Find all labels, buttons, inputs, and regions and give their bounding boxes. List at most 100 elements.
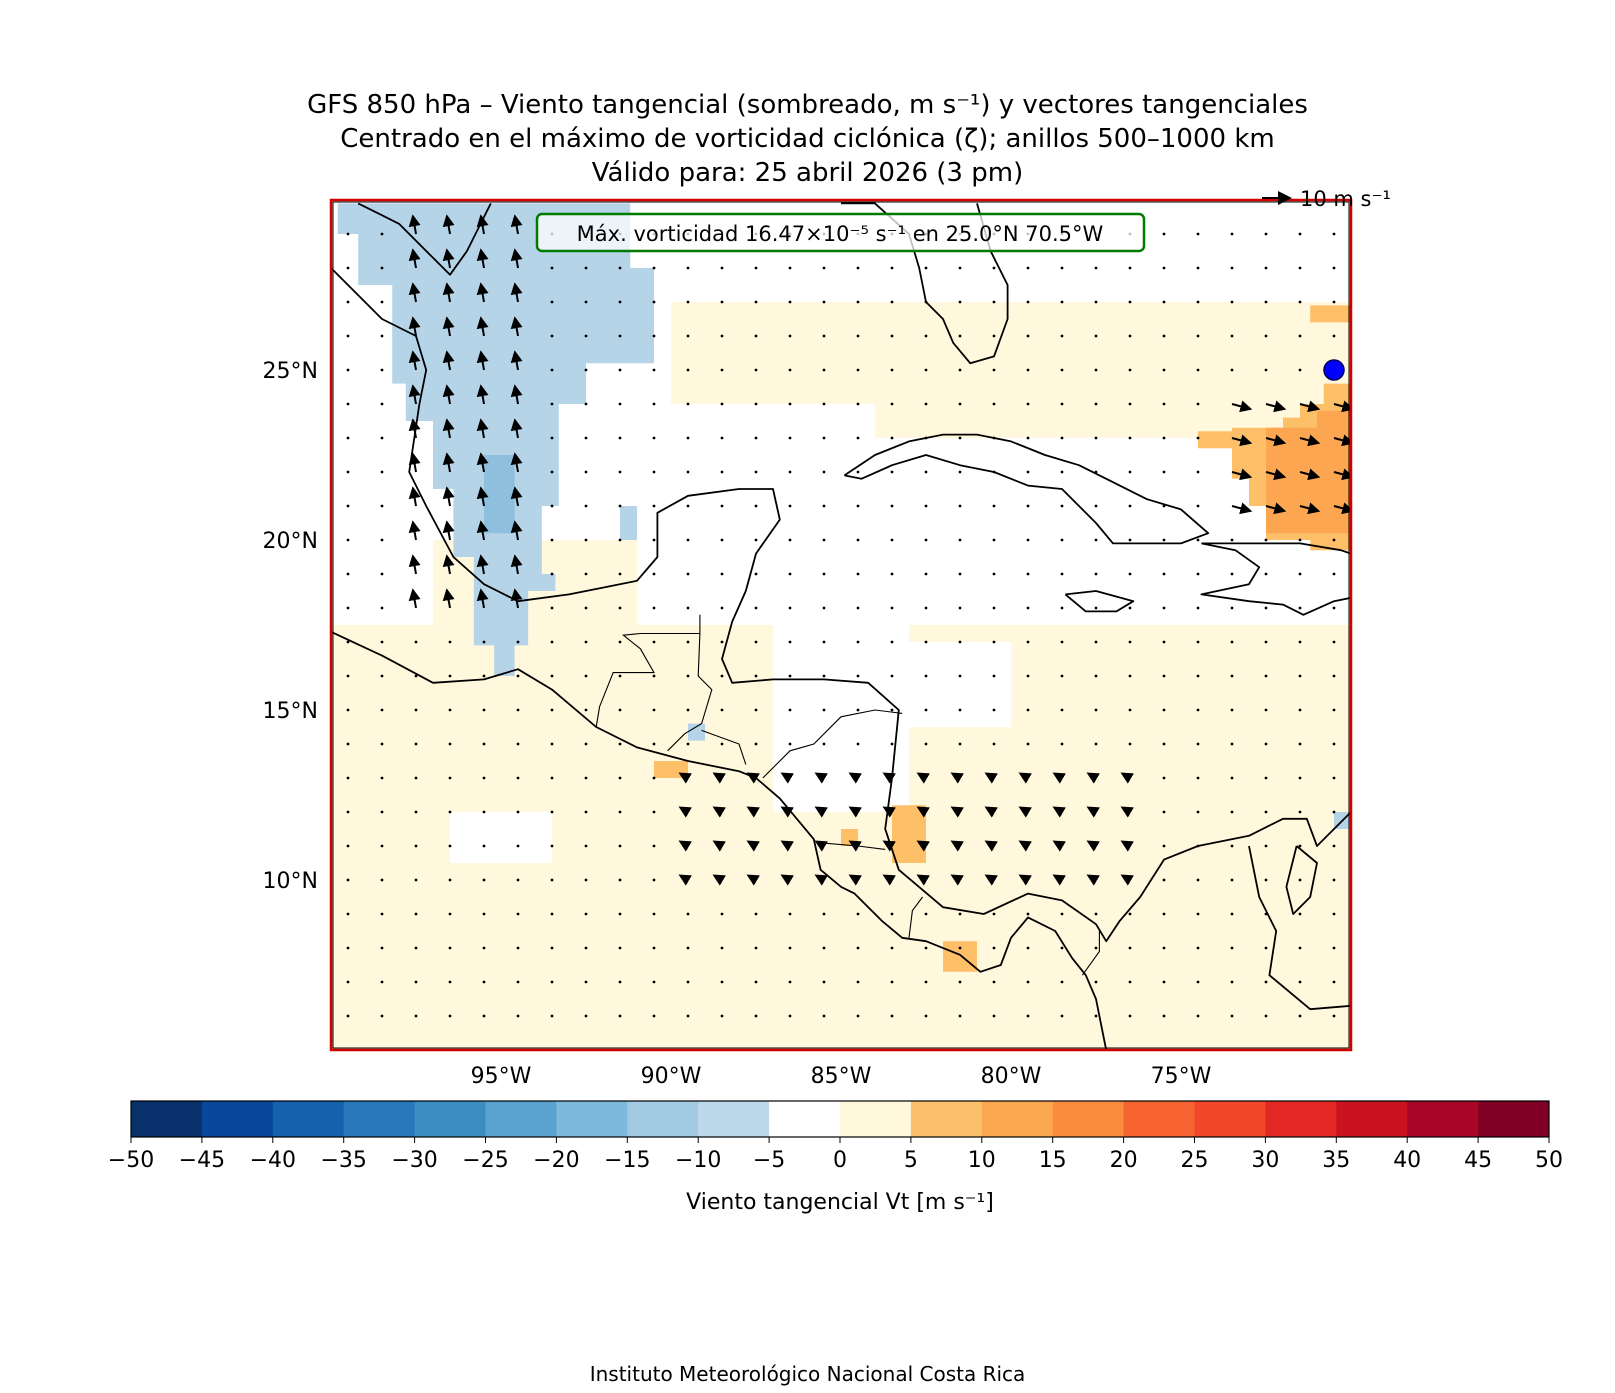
- wind-vector-dot: [924, 334, 928, 338]
- footer-credit: Instituto Meteorológico Nacional Costa R…: [589, 1362, 1026, 1386]
- wind-vector-dot: [380, 266, 384, 270]
- wind-vector-dot: [1230, 640, 1234, 644]
- colorbar-tick-label: 40: [1393, 1148, 1421, 1173]
- wind-vector-dot: [1298, 810, 1302, 814]
- wind-vector-dot: [686, 402, 690, 406]
- border-nicaragua-costarica: [817, 842, 886, 850]
- wind-vector-dot: [1264, 334, 1268, 338]
- wind-vector-dot: [720, 368, 724, 372]
- colorbar-swatch: [981, 1101, 1054, 1137]
- wind-vector-dot: [822, 266, 826, 270]
- wind-vector-dot: [1298, 912, 1302, 916]
- wind-vector-dot: [550, 742, 554, 746]
- coastline-cuba: [843, 433, 1210, 545]
- map-inner-frame: [332, 201, 1350, 1049]
- wind-vector-dot: [1060, 368, 1064, 372]
- wind-vector-dot: [380, 572, 384, 576]
- coastline-gulf-of-venezuela: [1285, 845, 1318, 915]
- wind-vector-dot: [1162, 742, 1166, 746]
- wind-vector: [712, 874, 726, 886]
- wind-vector-dot: [1298, 980, 1302, 984]
- wind-vector-dot: [856, 640, 860, 644]
- wind-vector-dot: [720, 980, 724, 984]
- shade-white: [637, 404, 875, 625]
- wind-vector-dot: [992, 402, 996, 406]
- wind-vector-dot: [516, 810, 520, 814]
- wind-vector: [476, 282, 489, 303]
- wind-vector-dot: [1162, 980, 1166, 984]
- wind-vector: [442, 214, 455, 235]
- wind-vector-dot: [1060, 912, 1064, 916]
- wind-vector-dot: [822, 300, 826, 304]
- wind-vector-dot: [822, 368, 826, 372]
- wind-vector: [1018, 806, 1032, 818]
- wind-vector-dot: [550, 810, 554, 814]
- lon-tick-label: 85°W: [811, 1064, 872, 1089]
- wind-vector-dot: [346, 742, 350, 746]
- wind-vector-dot: [720, 606, 724, 610]
- coastline-hispaniola: [1200, 542, 1351, 616]
- wind-vector-dot: [1298, 674, 1302, 678]
- wind-vector: [1265, 434, 1287, 447]
- annotation-box: [535, 212, 1146, 253]
- colorbar-tick-label: 20: [1110, 1148, 1138, 1173]
- colorbar-swatch: [1407, 1101, 1479, 1137]
- wind-vector-dot: [380, 334, 384, 338]
- wind-vector-dot: [1162, 606, 1166, 610]
- wind-vector-dot: [1026, 946, 1030, 950]
- wind-vector: [746, 840, 760, 852]
- wind-vector-dot: [618, 810, 622, 814]
- wind-vector-dot: [516, 946, 520, 950]
- wind-vector-dot: [856, 572, 860, 576]
- wind-vector-dot: [1196, 300, 1200, 304]
- wind-vector-dot: [1196, 946, 1200, 950]
- wind-vector: [950, 874, 964, 886]
- wind-vector-dot: [720, 742, 724, 746]
- wind-vector-dot: [686, 266, 690, 270]
- wind-vector-dot: [890, 300, 894, 304]
- wind-vector-dot: [788, 980, 792, 984]
- wind-vector-dot: [1162, 402, 1166, 406]
- wind-vector-dot: [516, 742, 520, 746]
- wind-vector-dot: [1060, 572, 1064, 576]
- wind-vector-dot: [346, 538, 350, 542]
- wind-vector: [408, 350, 421, 371]
- wind-vector-dot: [822, 334, 826, 338]
- wind-vector-dot: [1128, 436, 1132, 440]
- wind-vector-dot: [1264, 300, 1268, 304]
- wind-vector-dot: [584, 606, 588, 610]
- wind-vector-dot: [550, 640, 554, 644]
- wind-vector-dot: [1230, 538, 1234, 542]
- wind-vector-dot: [1162, 674, 1166, 678]
- colorbar-swatch: [698, 1101, 770, 1137]
- wind-vector-dot: [1264, 368, 1268, 372]
- wind-vector-dot: [754, 368, 758, 372]
- wind-vector: [984, 772, 998, 784]
- wind-vector-dot: [1298, 300, 1302, 304]
- wind-vector-dot: [720, 470, 724, 474]
- wind-vector: [814, 806, 828, 818]
- wind-vector-dot: [584, 538, 588, 542]
- wind-vector-dot: [652, 946, 656, 950]
- wind-vector-dot: [414, 946, 418, 950]
- wind-vector-dot: [686, 980, 690, 984]
- colorbar-tick-label: 15: [1039, 1148, 1067, 1173]
- wind-vector-dot: [618, 368, 622, 372]
- wind-vector-dot: [890, 606, 894, 610]
- colorbar-tick-label: −45: [179, 1148, 225, 1173]
- wind-vector-dot: [822, 606, 826, 610]
- wind-vector-dot: [754, 640, 758, 644]
- wind-vector-dot: [618, 912, 622, 916]
- colorbar-swatch: [1194, 1101, 1266, 1137]
- shade-region: [1310, 305, 1351, 323]
- wind-vector-dot: [1264, 742, 1268, 746]
- wind-vector-dot: [1196, 334, 1200, 338]
- wind-vector-dot: [754, 300, 758, 304]
- wind-vector: [1018, 874, 1032, 886]
- colorbar-tick-label: −10: [675, 1148, 721, 1173]
- wind-vector-dot: [482, 1014, 486, 1018]
- wind-vector-dot: [1196, 674, 1200, 678]
- title-line-2: Centrado en el máximo de vorticidad cicl…: [340, 124, 1275, 154]
- wind-vector-dot: [1094, 980, 1098, 984]
- wind-vector-dot: [1196, 708, 1200, 712]
